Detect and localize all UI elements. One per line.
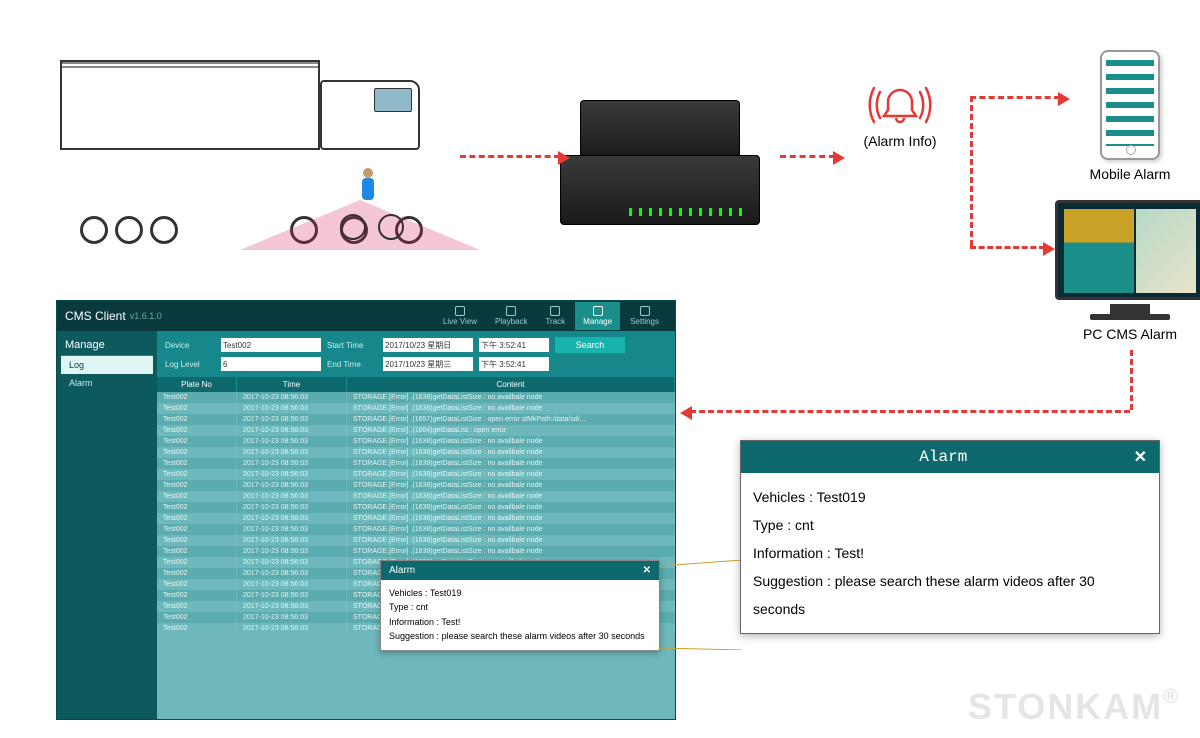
- table-row[interactable]: Test0022017-10-23 08:56:03STORAGE.[Error…: [157, 535, 675, 546]
- table-row[interactable]: Test0022017-10-23 08:56:03STORAGE.[Error…: [157, 502, 675, 513]
- watermark: STONKAM®: [968, 686, 1180, 728]
- type-label: Type: [389, 602, 409, 612]
- table-row[interactable]: Test0022017-10-23 08:56:03STORAGE.[Error…: [157, 480, 675, 491]
- end-date-input[interactable]: [383, 357, 473, 371]
- vehicles-label: Vehicles: [389, 588, 423, 598]
- cms-main: Device Start Time Search Log Level End T…: [157, 331, 675, 719]
- sugg-value: please search these alarm videos after 3…: [442, 631, 645, 641]
- diagram-region: (Alarm Info) Mobile Alarm PC CMS Alarm: [60, 40, 1160, 300]
- cms-client-window: CMS Client v1.6.1.0 Live ViewPlaybackTra…: [56, 300, 676, 720]
- table-row[interactable]: Test0022017-10-23 08:56:03STORAGE.[Error…: [157, 524, 675, 535]
- flow-arrow: [970, 246, 1045, 249]
- info-value: Test!: [441, 617, 460, 627]
- flow-arrow: [460, 155, 560, 158]
- cms-nav-track[interactable]: Track: [537, 302, 573, 330]
- vehicles-label: Vehicles: [753, 489, 805, 505]
- cms-header: CMS Client v1.6.1.0 Live ViewPlaybackTra…: [57, 301, 675, 331]
- monitor-icon: [1055, 200, 1200, 300]
- sidebar-item-alarm[interactable]: Alarm: [61, 374, 153, 392]
- type-value: cnt: [416, 602, 428, 612]
- alarm-info-label: (Alarm Info): [840, 80, 960, 149]
- table-row[interactable]: Test0022017-10-23 08:56:03STORAGE.[Error…: [157, 414, 675, 425]
- cms-version: v1.6.1.0: [130, 311, 162, 321]
- cms-sidebar: Manage LogAlarm: [57, 331, 157, 719]
- col-time: Time: [237, 377, 347, 392]
- start-time-label: Start Time: [327, 341, 377, 350]
- search-button[interactable]: Search: [555, 337, 625, 353]
- start-date-input[interactable]: [383, 338, 473, 352]
- bell-icon: [860, 80, 940, 130]
- device-label: Device: [165, 341, 215, 350]
- sugg-label: Suggestion: [389, 631, 434, 641]
- table-header: Plate No Time Content: [157, 377, 675, 392]
- dvr-device: [560, 100, 780, 230]
- end-time-label: End Time: [327, 360, 377, 369]
- mobile-alarm-label: Mobile Alarm: [1070, 166, 1190, 182]
- type-label: Type: [753, 517, 783, 533]
- wheel-icon: [115, 216, 143, 244]
- close-icon[interactable]: ✕: [1134, 447, 1147, 467]
- sidebar-item-log[interactable]: Log: [61, 356, 153, 374]
- cms-nav-settings[interactable]: Settings: [622, 302, 667, 330]
- vehicles-value: Test019: [817, 489, 866, 505]
- table-row[interactable]: Test0022017-10-23 08:56:03STORAGE.[Error…: [157, 491, 675, 502]
- table-row[interactable]: Test0022017-10-23 08:56:03STORAGE.[Error…: [157, 469, 675, 480]
- pc-cms-label: PC CMS Alarm: [1050, 326, 1200, 342]
- table-row[interactable]: Test0022017-10-23 08:56:03STORAGE.[Error…: [157, 546, 675, 557]
- vehicles-value: Test019: [430, 588, 462, 598]
- col-plate: Plate No: [157, 377, 237, 392]
- info-value: Test!: [834, 545, 864, 561]
- sugg-label: Suggestion: [753, 573, 823, 589]
- end-time-input[interactable]: [479, 357, 549, 371]
- popup-title: Alarm: [389, 565, 415, 576]
- type-value: cnt: [795, 517, 814, 533]
- cms-nav-live-view[interactable]: Live View: [435, 302, 485, 330]
- wheel-icon: [150, 216, 178, 244]
- alarm-popup-large: Alarm ✕ Vehicles : Test019 Type : cnt In…: [740, 440, 1160, 634]
- wheel-icon: [80, 216, 108, 244]
- cms-nav-playback[interactable]: Playback: [487, 302, 535, 330]
- cms-filters: Device Start Time Search Log Level End T…: [157, 331, 675, 377]
- flow-arrow: [1130, 350, 1133, 410]
- cms-title: CMS Client: [65, 309, 126, 323]
- device-select[interactable]: [221, 338, 321, 352]
- pc-cms-block: PC CMS Alarm: [1050, 200, 1200, 342]
- table-row[interactable]: Test0022017-10-23 08:56:03STORAGE.[Error…: [157, 513, 675, 524]
- table-row[interactable]: Test0022017-10-23 08:56:03STORAGE.[Error…: [157, 392, 675, 403]
- col-content: Content: [347, 377, 675, 392]
- truck-illustration: [60, 60, 480, 230]
- info-label: Information: [753, 545, 823, 561]
- flow-arrow: [780, 155, 835, 158]
- info-label: Information: [389, 617, 434, 627]
- table-row[interactable]: Test0022017-10-23 08:56:03STORAGE.[Error…: [157, 447, 675, 458]
- truck-trailer: [60, 60, 320, 150]
- flow-arrow: [690, 410, 1130, 413]
- cms-nav-manage[interactable]: Manage: [575, 302, 620, 330]
- popup-title: Alarm: [753, 448, 1134, 466]
- loglevel-label: Log Level: [165, 360, 215, 369]
- cyclist-illustration: [340, 170, 410, 240]
- start-time-input[interactable]: [479, 338, 549, 352]
- phone-icon: [1100, 50, 1160, 160]
- cms-nav: Live ViewPlaybackTrackManageSettings: [435, 302, 667, 330]
- table-row[interactable]: Test0022017-10-23 08:56:03STORAGE.[Error…: [157, 458, 675, 469]
- cms-side-title: Manage: [61, 335, 153, 356]
- loglevel-select[interactable]: [221, 357, 321, 371]
- cms-log-table: Plate No Time Content Test0022017-10-23 …: [157, 377, 675, 719]
- mobile-alarm-block: Mobile Alarm: [1070, 50, 1190, 182]
- alarm-info-text: (Alarm Info): [840, 133, 960, 149]
- close-icon[interactable]: ✕: [643, 565, 651, 576]
- table-row[interactable]: Test0022017-10-23 08:56:03STORAGE.[Error…: [157, 425, 675, 436]
- flow-arrow: [970, 96, 973, 246]
- truck-cab: [320, 80, 420, 150]
- table-row[interactable]: Test0022017-10-23 08:56:03STORAGE.[Error…: [157, 403, 675, 414]
- alarm-popup-small: Alarm ✕ Vehicles : Test019 Type : cnt In…: [380, 560, 660, 651]
- flow-arrow: [970, 96, 1060, 99]
- table-row[interactable]: Test0022017-10-23 08:56:03STORAGE.[Error…: [157, 436, 675, 447]
